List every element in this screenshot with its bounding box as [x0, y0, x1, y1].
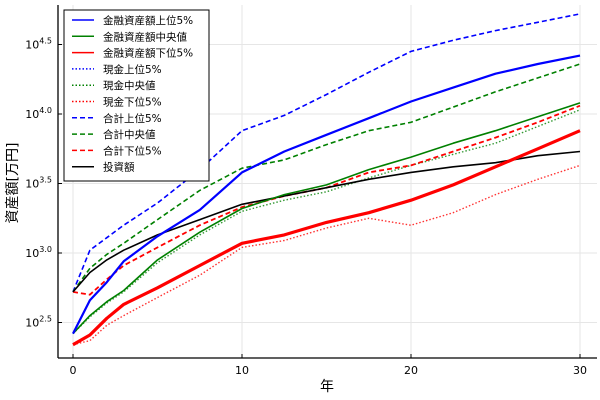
x-axis-title: 年 [320, 379, 334, 395]
series-line [72, 63, 581, 293]
x-tick-labels: 0 10 20 30 [70, 354, 587, 377]
legend-label: 金融資産額下位5% [103, 47, 193, 60]
y-tick-label: 104.5 [25, 37, 52, 52]
legend-label: 金融資産額上位5% [103, 14, 193, 27]
x-tick-label: 10 [235, 364, 249, 377]
legend-label: 現金上位5% [103, 63, 162, 76]
legend-label: 投資額 [103, 161, 135, 174]
x-tick-label: 30 [573, 364, 587, 377]
legend-label: 現金中央値 [103, 79, 156, 92]
series-line [72, 13, 581, 293]
legend-label: 合計上位5% [103, 112, 162, 125]
legend-label: 合計下位5% [103, 144, 162, 157]
legend-label: 現金下位5% [103, 96, 162, 109]
axes [57, 5, 597, 359]
series-line [72, 102, 581, 335]
series-line [72, 54, 581, 335]
series-line [72, 129, 581, 347]
series-line [72, 150, 581, 293]
y-tick-label: 103.0 [25, 245, 52, 260]
x-tick-label: 20 [404, 364, 418, 377]
legend-label: 合計中央値 [103, 128, 156, 141]
x-tick-label: 0 [70, 364, 77, 377]
y-axis-title: 資産額[万円] [5, 143, 21, 224]
y-tick-labels: 102.5 103.0 103.5 104.0 104.5 [25, 37, 62, 330]
legend-label: 金融資産額中央値 [103, 30, 187, 43]
series-line [72, 164, 581, 346]
series-line [72, 104, 581, 296]
y-tick-label: 102.5 [25, 315, 52, 330]
series-line [72, 109, 581, 335]
y-tick-label: 103.5 [25, 176, 52, 191]
y-tick-label: 104.0 [25, 106, 52, 121]
series-lines [72, 13, 581, 347]
legend-box [63, 9, 210, 182]
